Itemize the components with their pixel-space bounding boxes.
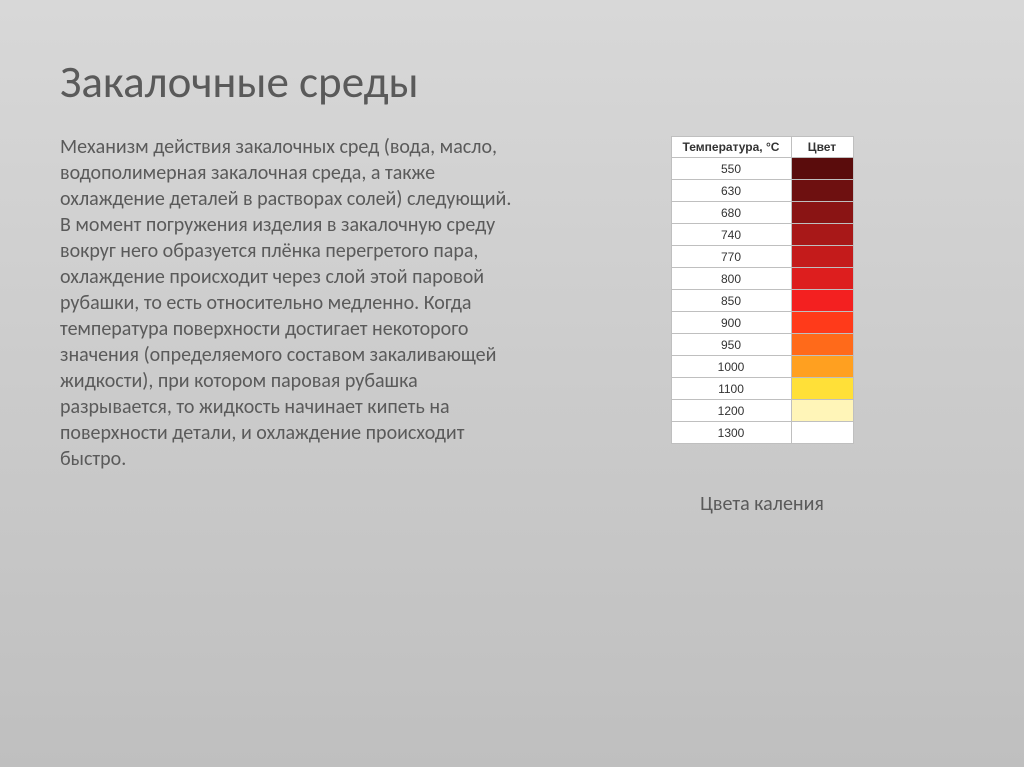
cell-temperature: 770	[671, 246, 791, 268]
body-paragraph: Механизм действия закалочных сред (вода,…	[60, 134, 520, 516]
table-row: 950	[671, 334, 853, 356]
table-row: 680	[671, 202, 853, 224]
cell-color-swatch	[791, 246, 853, 268]
table-row: 630	[671, 180, 853, 202]
table-row: 1000	[671, 356, 853, 378]
cell-color-swatch	[791, 202, 853, 224]
swatch-fill	[792, 268, 853, 289]
table-row: 850	[671, 290, 853, 312]
table-row: 900	[671, 312, 853, 334]
slide-title: Закалочные среды	[60, 55, 964, 110]
cell-color-swatch	[791, 400, 853, 422]
cell-temperature: 1300	[671, 422, 791, 444]
cell-color-swatch	[791, 422, 853, 444]
swatch-fill	[792, 180, 853, 201]
cell-color-swatch	[791, 268, 853, 290]
cell-color-swatch	[791, 334, 853, 356]
cell-color-swatch	[791, 158, 853, 180]
cell-color-swatch	[791, 180, 853, 202]
swatch-fill	[792, 202, 853, 223]
header-temperature: Температура, °C	[671, 137, 791, 158]
swatch-fill	[792, 312, 853, 333]
cell-color-swatch	[791, 378, 853, 400]
content-row: Механизм действия закалочных сред (вода,…	[60, 134, 964, 516]
table-row: 550	[671, 158, 853, 180]
table-row: 770	[671, 246, 853, 268]
cell-temperature: 740	[671, 224, 791, 246]
table-caption: Цвета каления	[700, 492, 824, 516]
table-row: 740	[671, 224, 853, 246]
swatch-fill	[792, 246, 853, 267]
cell-temperature: 1000	[671, 356, 791, 378]
cell-temperature: 680	[671, 202, 791, 224]
swatch-fill	[792, 290, 853, 311]
cell-temperature: 1100	[671, 378, 791, 400]
table-row: 1100	[671, 378, 853, 400]
cell-temperature: 900	[671, 312, 791, 334]
swatch-fill	[792, 400, 853, 421]
right-column: Температура, °C Цвет 5506306807407708008…	[560, 134, 964, 516]
cell-temperature: 1200	[671, 400, 791, 422]
swatch-fill	[792, 422, 853, 443]
swatch-fill	[792, 378, 853, 399]
cell-color-swatch	[791, 224, 853, 246]
cell-color-swatch	[791, 356, 853, 378]
cell-temperature: 850	[671, 290, 791, 312]
table-body: 5506306807407708008509009501000110012001…	[671, 158, 853, 444]
cell-color-swatch	[791, 312, 853, 334]
cell-color-swatch	[791, 290, 853, 312]
slide-container: Закалочные среды Механизм действия закал…	[0, 0, 1024, 767]
heat-color-table: Температура, °C Цвет 5506306807407708008…	[671, 136, 854, 444]
cell-temperature: 950	[671, 334, 791, 356]
cell-temperature: 800	[671, 268, 791, 290]
header-color: Цвет	[791, 137, 853, 158]
table-row: 1300	[671, 422, 853, 444]
cell-temperature: 630	[671, 180, 791, 202]
swatch-fill	[792, 224, 853, 245]
table-row: 800	[671, 268, 853, 290]
cell-temperature: 550	[671, 158, 791, 180]
table-row: 1200	[671, 400, 853, 422]
swatch-fill	[792, 158, 853, 179]
swatch-fill	[792, 334, 853, 355]
swatch-fill	[792, 356, 853, 377]
